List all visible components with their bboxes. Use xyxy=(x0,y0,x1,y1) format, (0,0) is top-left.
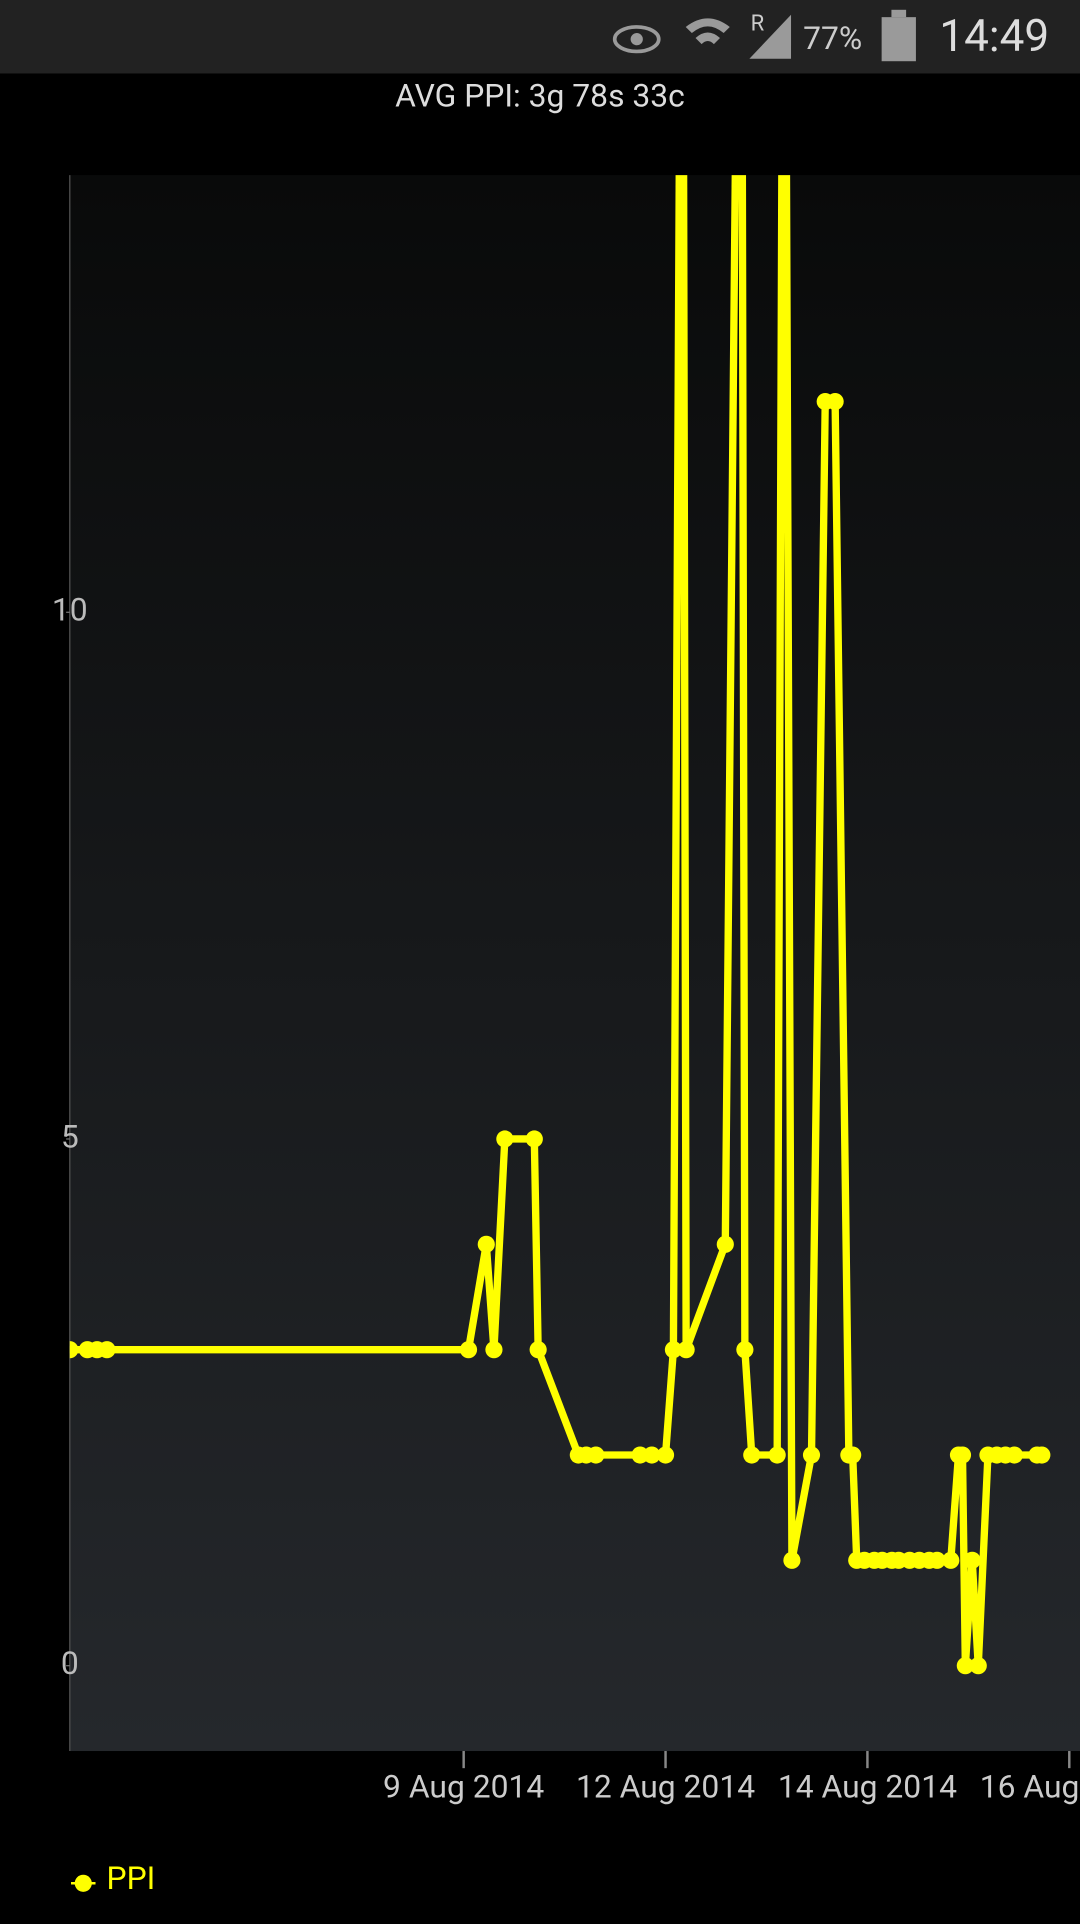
data-point xyxy=(953,1446,972,1464)
data-point xyxy=(743,1446,761,1464)
data-point xyxy=(485,1341,503,1359)
plot xyxy=(69,175,1051,1675)
chart-title: AVG PPI: 3g 78s 33c xyxy=(395,76,685,114)
data-point xyxy=(768,1446,786,1464)
x-tick-label: 12 Aug 2014 xyxy=(576,1767,755,1805)
network-type: R xyxy=(751,11,765,36)
data-point xyxy=(477,1235,495,1253)
data-point xyxy=(969,1657,987,1675)
data-point xyxy=(587,1446,605,1464)
data-point xyxy=(529,1341,547,1359)
y-tick-label: 10 xyxy=(52,591,88,629)
data-point xyxy=(98,1341,116,1359)
data-point xyxy=(631,1446,649,1464)
data-point xyxy=(496,1130,514,1148)
data-point xyxy=(716,1235,734,1253)
data-point xyxy=(802,1446,821,1464)
data-point xyxy=(1033,1446,1051,1464)
data-point xyxy=(928,1551,946,1569)
data-point xyxy=(844,1446,862,1464)
data-point xyxy=(656,1446,675,1464)
data-point xyxy=(963,1551,981,1569)
data-point xyxy=(1005,1446,1023,1464)
data-point xyxy=(525,1130,543,1148)
x-tick-label: 9 Aug 2014 xyxy=(383,1767,544,1805)
clock: 14:49 xyxy=(939,10,1049,62)
data-point xyxy=(956,1657,974,1675)
battery-level: 77% xyxy=(803,19,862,57)
y-tick-label: 5 xyxy=(61,1117,79,1155)
status-bar xyxy=(0,0,1080,74)
data-point xyxy=(664,1341,682,1359)
x-tick-label: 14 Aug 2014 xyxy=(778,1767,957,1805)
plot-area xyxy=(69,175,1080,1752)
status-icons xyxy=(612,9,916,62)
y-tick-label: 0 xyxy=(61,1644,79,1682)
data-point xyxy=(677,1341,695,1359)
x-tick-label: 16 Aug 2014 xyxy=(980,1767,1080,1805)
legend-label: PPI xyxy=(107,1859,156,1897)
data-point xyxy=(736,1341,754,1359)
data-point xyxy=(459,1341,478,1359)
data-point xyxy=(643,1446,661,1464)
data-point xyxy=(69,1341,79,1359)
data-point xyxy=(942,1551,960,1569)
data-point xyxy=(783,1551,801,1569)
data-point xyxy=(826,393,844,411)
